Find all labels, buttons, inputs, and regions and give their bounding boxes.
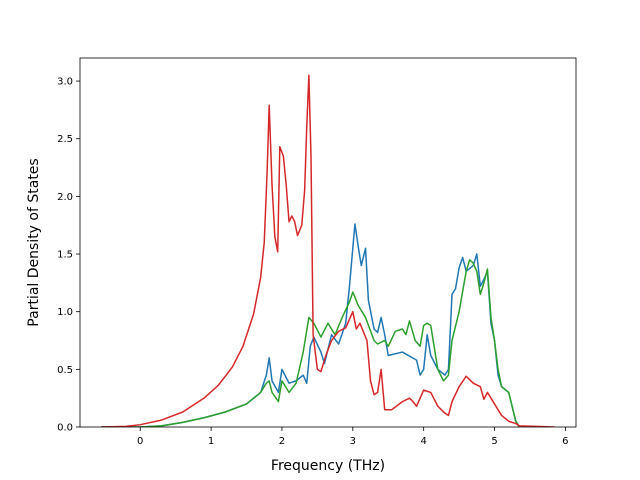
series-2-line xyxy=(101,259,520,427)
y-tick-label: 1.0 xyxy=(57,307,73,318)
x-tick-label: 5 xyxy=(491,436,497,447)
y-tick-label: 2.5 xyxy=(57,134,73,145)
series-3-line xyxy=(101,74,555,427)
plot-frame xyxy=(79,57,577,428)
series-1-line xyxy=(101,223,520,427)
axes-frame xyxy=(79,57,577,428)
y-axis-label: Partial Density of States xyxy=(26,158,42,326)
x-tick-label: 6 xyxy=(562,436,568,447)
x-tick-label: 3 xyxy=(350,436,356,447)
y-axis-ticks: 0.0 0.5 1.0 1.5 2.0 2.5 3.0 xyxy=(57,77,80,434)
y-tick-label: 3.0 xyxy=(57,77,73,88)
x-tick-label: 1 xyxy=(208,436,214,447)
y-tick-label: 0.0 xyxy=(57,423,73,434)
x-tick-label: 0 xyxy=(137,436,143,447)
y-tick-label: 1.5 xyxy=(57,250,73,261)
x-axis-ticks: 0 1 2 3 4 5 6 xyxy=(137,427,569,447)
plot-lines xyxy=(101,74,555,427)
y-tick-label: 2.0 xyxy=(57,192,73,203)
x-tick-label: 2 xyxy=(279,436,285,447)
x-axis-label: Frequency (THz) xyxy=(271,458,385,474)
x-tick-label: 4 xyxy=(420,436,426,447)
y-tick-label: 0.5 xyxy=(57,365,73,376)
